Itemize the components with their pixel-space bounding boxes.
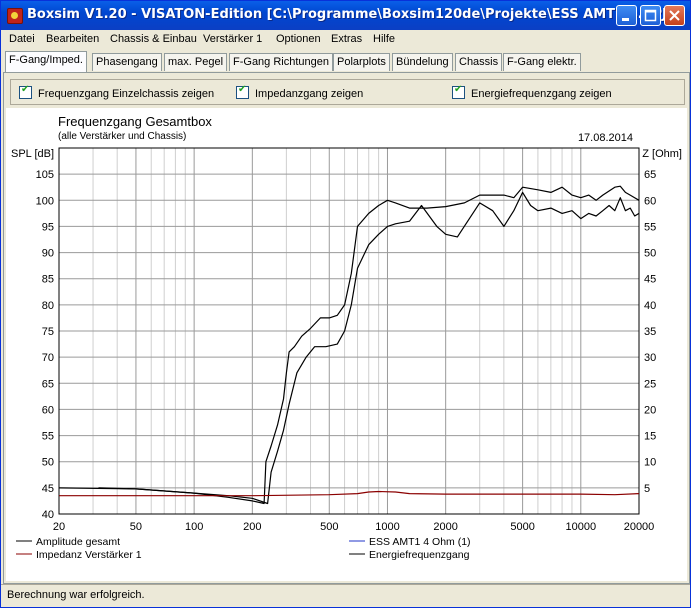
x-tick-label: 200 (243, 521, 261, 533)
x-tick-label: 20 (53, 521, 65, 533)
menu-verstaerker[interactable]: Verstärker 1 (203, 33, 263, 45)
tab-phasengang[interactable]: Phasengang (92, 53, 162, 71)
y-tick-label: 50 (42, 457, 54, 469)
series-line-impedanz-verst-rker-1 (59, 490, 640, 497)
x-tick-label: 500 (320, 521, 338, 533)
minimize-icon (622, 18, 629, 21)
y2-tick-label: 65 (644, 169, 656, 181)
maximize-button[interactable] (640, 5, 661, 26)
legend-impedanz: Impedanz Verstärker 1 (36, 549, 142, 561)
checkbox-label: Energiefrequenzgang zeigen (471, 88, 612, 100)
tab-polarplots[interactable]: Polarplots (333, 53, 390, 71)
checkbox-einzelchassis[interactable]: Frequenzgang Einzelchassis zeigen (19, 84, 215, 100)
tab-strip: F-Gang/Imped. Phasengang max. Pegel F-Ga… (1, 51, 690, 73)
y2-tick-label: 20 (644, 404, 656, 416)
checkbox-energiefrequenz[interactable]: Energiefrequenzgang zeigen (452, 84, 612, 100)
menu-extras[interactable]: Extras (331, 33, 363, 45)
options-bar: Frequenzgang Einzelchassis zeigen Impeda… (10, 79, 685, 105)
tab-f-gang-elektr[interactable]: F-Gang elektr. (503, 53, 581, 71)
y2-tick-label: 40 (644, 300, 656, 312)
x-tick-label: 100 (185, 521, 203, 533)
y2-tick-label: 35 (644, 326, 656, 338)
tab-buendelung[interactable]: Bündelung (392, 53, 453, 71)
frequency-response-chart: 40 45 50 55 60 65 70 75 80 85 90 95 100 105 5 10 15 20 25 3… (11, 114, 682, 561)
checkbox-checked-icon (236, 84, 249, 99)
status-bar: Berechnung war erfolgreich. (1, 584, 690, 607)
series-line-energiefrequenzgang (98, 191, 640, 505)
chart-subtitle: (alle Verstärker und Chassis) (58, 131, 186, 142)
y-tick-label: 80 (42, 300, 54, 312)
series-line-amplitude-gesamt (58, 185, 640, 505)
legend-chassis: ESS AMT1 4 Ohm (1) (369, 536, 471, 548)
tab-f-gang-richtungen[interactable]: F-Gang Richtungen (229, 53, 333, 71)
menu-chassis-einbau[interactable]: Chassis & Einbau (110, 33, 197, 45)
y-tick-label: 65 (42, 378, 54, 390)
y-tick-label: 55 (42, 431, 54, 443)
y2-tick-label: 60 (644, 195, 656, 207)
y2-tick-label: 45 (644, 274, 656, 286)
title-bar[interactable]: Boxsim V1.20 - VISATON-Edition [C:\Progr… (1, 1, 690, 30)
y2-tick-label: 10 (644, 457, 656, 469)
y2-tick-label: 55 (644, 221, 656, 233)
checkbox-impedanz[interactable]: Impedanzgang zeigen (236, 84, 364, 100)
checkbox-checked-icon (19, 84, 32, 99)
x-tick-label: 10000 (566, 521, 597, 533)
plot-frame (58, 147, 640, 515)
y-tick-label: 85 (42, 274, 54, 286)
x-tick-label: 20000 (624, 521, 655, 533)
y-tick-label: 90 (42, 248, 54, 260)
menu-bar: Datei Bearbeiten Chassis & Einbau Verstä… (1, 30, 690, 49)
y-tick-label: 70 (42, 352, 54, 364)
checkbox-label: Frequenzgang Einzelchassis zeigen (38, 88, 215, 100)
menu-optionen[interactable]: Optionen (276, 33, 321, 45)
y-tick-label: 45 (42, 483, 54, 495)
maximize-icon (644, 9, 657, 22)
tab-max-pegel[interactable]: max. Pegel (164, 53, 228, 71)
plot-area: 40 45 50 55 60 65 70 75 80 85 90 95 100 105 5 10 15 20 25 3… (6, 108, 687, 581)
legend-energie: Energiefrequenzgang (369, 549, 470, 561)
y-tick-label: 40 (42, 509, 54, 521)
y-tick-label: 100 (36, 195, 54, 207)
tab-f-gang-imped[interactable]: F-Gang/Imped. (5, 51, 87, 72)
menu-hilfe[interactable]: Hilfe (373, 33, 396, 45)
app-icon[interactable] (7, 8, 23, 24)
checkbox-checked-icon (452, 84, 465, 99)
tab-chassis[interactable]: Chassis (455, 53, 503, 71)
close-icon (669, 10, 680, 21)
close-button[interactable] (664, 5, 685, 26)
status-text: Berechnung war erfolgreich. (7, 589, 145, 601)
x-tick-label: 1000 (375, 521, 399, 533)
minimize-button[interactable] (616, 5, 637, 26)
y-tick-label: 75 (42, 326, 54, 338)
y2-tick-label: 25 (644, 378, 656, 390)
menu-datei[interactable]: Datei (9, 33, 35, 45)
y2-tick-label: 30 (644, 352, 656, 364)
y2-axis-label: Z [Ohm] (642, 148, 682, 160)
y2-tick-label: 50 (644, 248, 656, 260)
x-tick-label: 50 (130, 521, 142, 533)
chart-title: Frequenzgang Gesamtbox (58, 114, 212, 129)
y2-tick-label: 5 (644, 483, 650, 495)
window-title: Boxsim V1.20 - VISATON-Edition [C:\Progr… (27, 7, 673, 22)
menu-bearbeiten[interactable]: Bearbeiten (46, 33, 100, 45)
legend-amplitude: Amplitude gesamt (36, 536, 120, 548)
y2-tick-label: 15 (644, 431, 656, 443)
y-tick-label: 60 (42, 404, 54, 416)
y-tick-label: 105 (36, 169, 54, 181)
chart-date: 17.08.2014 (578, 132, 633, 144)
tab-panel: Frequenzgang Einzelchassis zeigen Impeda… (3, 72, 690, 584)
x-tick-label: 2000 (433, 521, 457, 533)
y-axis-label: SPL [dB] (11, 148, 54, 160)
x-tick-label: 5000 (510, 521, 534, 533)
y-tick-label: 95 (42, 221, 54, 233)
checkbox-label: Impedanzgang zeigen (255, 88, 364, 100)
